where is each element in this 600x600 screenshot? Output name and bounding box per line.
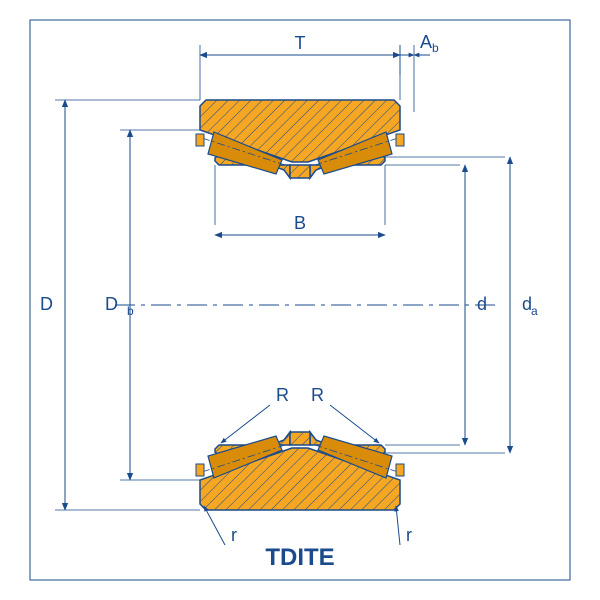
bearing-diagram: TAbBDDbddaRRrr TDITE (0, 0, 600, 600)
dim-Db: D (105, 294, 118, 314)
bearing-section-bottom (196, 100, 404, 178)
dim-r-left: r (231, 525, 237, 545)
dim-R-left: R (276, 385, 289, 405)
dim-D: D (40, 294, 53, 314)
dim-da-sub: a (531, 304, 538, 318)
dim-Ab-sub: b (432, 41, 439, 55)
dim-r-right: r (406, 525, 412, 545)
diagram-title: TDITE (265, 544, 334, 571)
dim-T: T (295, 33, 306, 53)
dim-B: B (294, 213, 306, 233)
dim-Ab: A (420, 32, 432, 52)
dim-R-right: R (311, 385, 324, 405)
dim-d: d (477, 294, 487, 314)
bearing-section-top (196, 432, 404, 510)
dim-Db-sub: b (127, 304, 134, 318)
